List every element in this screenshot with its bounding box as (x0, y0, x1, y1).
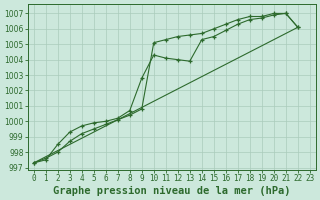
X-axis label: Graphe pression niveau de la mer (hPa): Graphe pression niveau de la mer (hPa) (53, 186, 291, 196)
